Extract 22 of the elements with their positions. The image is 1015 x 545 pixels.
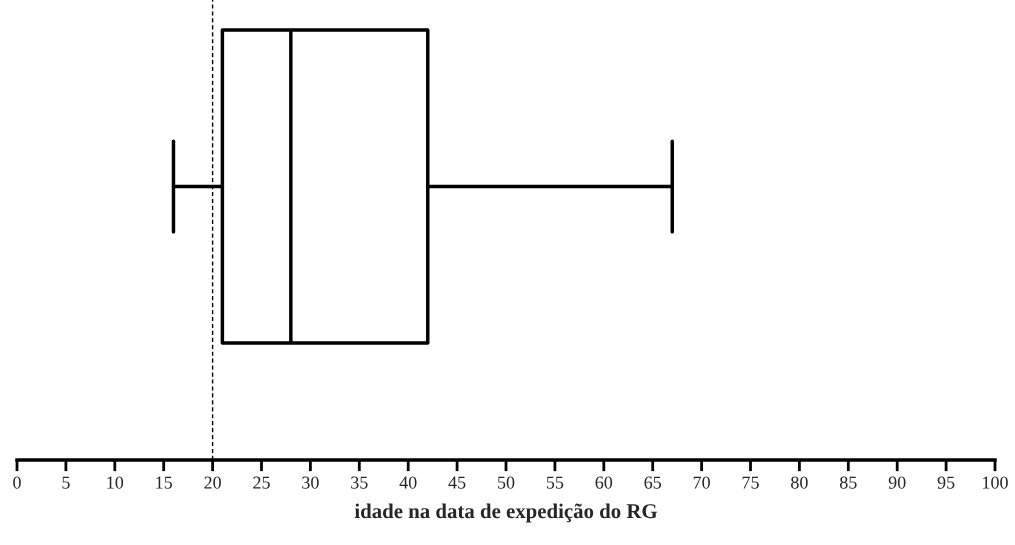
x-tick-label: 55 bbox=[546, 476, 564, 489]
x-axis-title: idade na data de expedição do RG bbox=[354, 503, 658, 523]
x-tick-label: 45 bbox=[448, 476, 466, 489]
x-tick-label: 75 bbox=[742, 476, 759, 489]
x-tick-label: 100 bbox=[983, 476, 1008, 489]
x-tick-label: 50 bbox=[498, 476, 515, 489]
x-tick-label: 0 bbox=[13, 476, 21, 489]
x-tick-label: 95 bbox=[937, 476, 955, 489]
x-tick-label: 65 bbox=[644, 476, 662, 489]
x-tick-label: 35 bbox=[351, 476, 368, 489]
x-tick-label: 30 bbox=[302, 476, 319, 489]
x-tick-label: 80 bbox=[791, 476, 808, 489]
x-tick-label: 20 bbox=[204, 476, 221, 489]
x-tick-label: 25 bbox=[253, 476, 270, 489]
x-tick-label: 60 bbox=[595, 476, 613, 489]
x-tick-label: 70 bbox=[693, 476, 710, 489]
x-tick-label: 90 bbox=[888, 476, 906, 489]
x-tick-label: 40 bbox=[399, 476, 417, 489]
x-tick-label: 15 bbox=[156, 476, 173, 489]
x-tick-label: 10 bbox=[107, 476, 124, 489]
x-tick-label: 85 bbox=[839, 476, 857, 489]
x-tick-label: 5 bbox=[62, 476, 70, 489]
